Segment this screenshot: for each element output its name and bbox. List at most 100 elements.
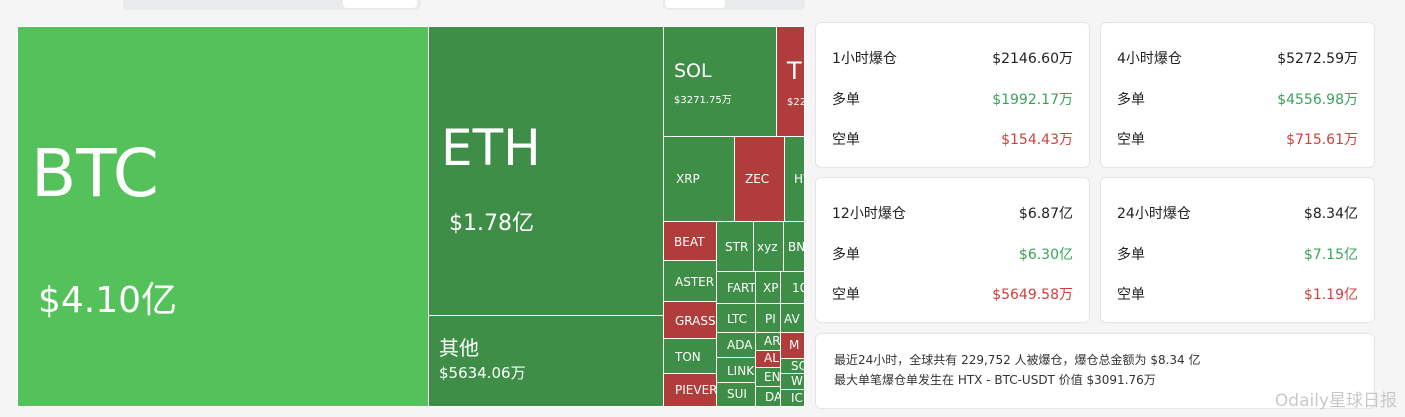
card-long-label: 多单 bbox=[1117, 247, 1145, 263]
tile-aster[interactable]: ASTER bbox=[663, 260, 717, 302]
card-short-row: 空单 $715.61万 bbox=[1117, 129, 1358, 149]
tile-eth[interactable]: ETH $1.78亿 bbox=[428, 26, 664, 316]
card-title: 24小时爆仓 bbox=[1117, 206, 1191, 222]
tile-ic[interactable]: IC bbox=[780, 389, 805, 407]
tile-so[interactable]: SO bbox=[780, 358, 805, 374]
card-title: 4小时爆仓 bbox=[1117, 51, 1182, 67]
card-long-value: $4556.98万 bbox=[1277, 92, 1358, 108]
tile-symbol: BN bbox=[788, 240, 805, 254]
tile-en[interactable]: EN bbox=[755, 367, 781, 387]
tile-symbol: FART bbox=[727, 281, 756, 295]
tile-symbol: HY bbox=[794, 172, 804, 186]
tile-hy[interactable]: HY bbox=[784, 136, 805, 222]
tile-value: $22 bbox=[787, 97, 805, 108]
tile-symbol: TON bbox=[675, 350, 701, 364]
tile-ar[interactable]: AR bbox=[755, 332, 781, 351]
tile-symbol: DA bbox=[765, 390, 781, 404]
tile-symbol: AR bbox=[764, 334, 781, 348]
card-title: 1小时爆仓 bbox=[832, 51, 897, 67]
tile-t[interactable]: T $22 bbox=[776, 26, 805, 137]
tile-value: $1.78亿 bbox=[449, 211, 534, 236]
top-controls bbox=[0, 0, 1405, 14]
tile-symbol: AV bbox=[784, 312, 800, 326]
view-segmented-control[interactable] bbox=[663, 0, 805, 10]
liquidation-treemap: BTC $4.10亿 ETH $1.78亿 其他 $5634.06万 SOL $… bbox=[17, 26, 805, 407]
liquidation-card-4h: 4小时爆仓 $5272.59万 多单 $4556.98万 空单 $715.61万 bbox=[1100, 22, 1375, 168]
view-segment-selected[interactable] bbox=[665, 0, 725, 8]
tile-link[interactable]: LINK bbox=[716, 357, 756, 383]
card-long-label: 多单 bbox=[832, 92, 860, 108]
tile-symbol: LINK bbox=[727, 364, 755, 378]
liquidation-card-12h: 12小时爆仓 $6.87亿 多单 $6.30亿 空单 $5649.58万 bbox=[815, 177, 1090, 323]
tile-m[interactable]: M bbox=[780, 332, 805, 359]
tile-beat[interactable]: BEAT bbox=[663, 221, 717, 261]
card-long-row: 多单 $4556.98万 bbox=[1117, 89, 1358, 109]
card-short-row: 空单 $5649.58万 bbox=[832, 284, 1073, 304]
tile-xrp[interactable]: XRP bbox=[663, 136, 735, 222]
tile-symbol: 其他 bbox=[439, 336, 479, 360]
card-long-value: $1992.17万 bbox=[992, 92, 1073, 108]
tile-al[interactable]: AL bbox=[755, 350, 781, 368]
tile-symbol: XP bbox=[763, 281, 779, 295]
tile-symbol: STR bbox=[725, 240, 749, 254]
summary-text: 最近24小时，全球共有 229,752 人被爆仓，爆仓总金额为 $8.34 亿 … bbox=[834, 350, 1201, 390]
card-short-value: $5649.58万 bbox=[992, 287, 1073, 303]
tile-ton[interactable]: TON bbox=[663, 338, 717, 374]
tile-symbol: PIEVER bbox=[675, 383, 717, 397]
tile-str[interactable]: STR bbox=[716, 221, 754, 272]
card-short-label: 空单 bbox=[1117, 287, 1145, 303]
card-long-label: 多单 bbox=[1117, 92, 1145, 108]
watermark: Odaily星球日报 bbox=[1275, 386, 1397, 411]
card-short-row: 空单 $154.43万 bbox=[832, 129, 1073, 149]
card-total-row: 24小时爆仓 $8.34亿 bbox=[1117, 203, 1358, 223]
tile-symbol: ZEC bbox=[745, 172, 770, 186]
tile-piever[interactable]: PIEVER bbox=[663, 373, 717, 407]
tile-zec[interactable]: ZEC bbox=[734, 136, 785, 222]
tile-value: $4.10亿 bbox=[38, 280, 178, 321]
tile-symbol: WL bbox=[791, 374, 804, 388]
tile-pi[interactable]: PI bbox=[755, 303, 781, 333]
tile-symbol: GRASS bbox=[675, 314, 716, 328]
tile-av[interactable]: AV bbox=[780, 303, 805, 333]
tile-wl[interactable]: WL bbox=[780, 373, 805, 390]
liquidation-card-1h: 1小时爆仓 $2146.60万 多单 $1992.17万 空单 $154.43万 bbox=[815, 22, 1090, 168]
tile-ltc[interactable]: LTC bbox=[716, 303, 756, 333]
tile-btc[interactable]: BTC $4.10亿 bbox=[17, 26, 429, 407]
tile-symbol: EN bbox=[764, 370, 781, 384]
tile-symbol: IC bbox=[791, 391, 803, 405]
tile-da[interactable]: DA bbox=[755, 386, 781, 407]
card-long-row: 多单 $1992.17万 bbox=[832, 89, 1073, 109]
tile-symbol: XRP bbox=[676, 172, 700, 186]
card-short-value: $1.19亿 bbox=[1303, 287, 1358, 303]
tile-symbol: 100 bbox=[792, 281, 804, 295]
card-short-label: 空单 bbox=[832, 132, 860, 148]
card-title: 12小时爆仓 bbox=[832, 206, 906, 222]
card-long-row: 多单 $6.30亿 bbox=[832, 244, 1073, 264]
tile-fart[interactable]: FART bbox=[716, 271, 756, 304]
watermark-text: Odaily星球日报 bbox=[1274, 391, 1397, 411]
tile-symbol: SUI bbox=[727, 387, 747, 401]
tile-symbol: SOL bbox=[674, 60, 712, 82]
range-segment-selected[interactable] bbox=[343, 0, 417, 8]
liquidation-summary-card: 最近24小时，全球共有 229,752 人被爆仓，爆仓总金额为 $8.34 亿 … bbox=[815, 333, 1375, 409]
card-short-label: 空单 bbox=[832, 287, 860, 303]
tile-symbol: AL bbox=[764, 351, 779, 365]
tile-symbol: LTC bbox=[727, 312, 748, 326]
range-segmented-control[interactable] bbox=[123, 0, 421, 10]
tile-ada[interactable]: ADA bbox=[716, 332, 756, 358]
card-short-value: $715.61万 bbox=[1286, 132, 1358, 148]
tile-value: $5634.06万 bbox=[439, 364, 526, 382]
tile-bn[interactable]: BN bbox=[783, 221, 805, 272]
card-long-label: 多单 bbox=[832, 247, 860, 263]
tile-sol[interactable]: SOL $3271.75万 bbox=[663, 26, 777, 137]
card-total-value: $8.34亿 bbox=[1303, 206, 1358, 222]
tile-symbol: SO bbox=[791, 359, 804, 373]
tile-value: $3271.75万 bbox=[674, 95, 732, 106]
card-total-row: 12小时爆仓 $6.87亿 bbox=[832, 203, 1073, 223]
tile-grass[interactable]: GRASS bbox=[663, 301, 717, 339]
tile-other[interactable]: 其他 $5634.06万 bbox=[428, 315, 664, 407]
tile-xyz[interactable]: xyz bbox=[753, 221, 784, 272]
tile-100[interactable]: 100 bbox=[780, 271, 805, 304]
tile-xp[interactable]: XP bbox=[755, 271, 781, 304]
tile-sui[interactable]: SUI bbox=[716, 382, 756, 407]
